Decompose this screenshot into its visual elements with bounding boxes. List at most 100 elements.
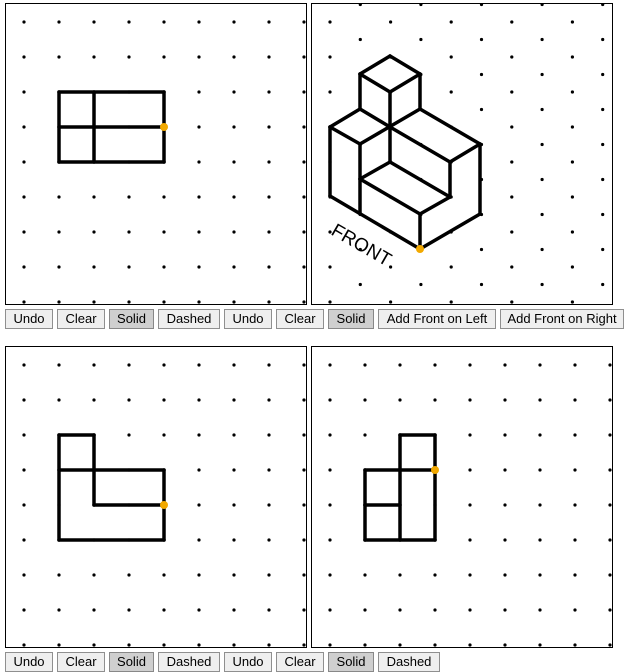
grid-dot	[162, 608, 166, 612]
grid-dot	[503, 363, 507, 367]
grid-dot	[127, 363, 131, 367]
top-left-canvas-svg[interactable]	[6, 4, 306, 304]
drawn-line-segment	[358, 160, 392, 181]
undo-button-bottom-right[interactable]: Undo	[224, 652, 272, 672]
grid-dot	[433, 608, 437, 612]
drawn-line-segment	[388, 160, 452, 199]
dashed-button-bottom-left[interactable]: Dashed	[158, 652, 220, 672]
grid-dot	[419, 282, 423, 287]
drawn-line-segment	[358, 177, 422, 216]
grid-dot	[267, 468, 271, 472]
grid-dot	[232, 300, 236, 304]
grid-dot	[510, 20, 514, 24]
dot-grid	[22, 20, 306, 304]
solid-button-right[interactable]: Solid	[328, 309, 374, 329]
grid-dot	[302, 433, 306, 437]
grid-dot	[389, 20, 393, 24]
grid-dot	[197, 433, 201, 437]
grid-dot	[127, 433, 131, 437]
clear-button-left[interactable]: Clear	[57, 309, 105, 329]
grid-dot	[197, 125, 201, 129]
top-right-isometric-canvas[interactable]: FRONT	[311, 3, 613, 305]
grid-dot	[389, 265, 393, 269]
grid-dot	[267, 55, 271, 59]
undo-button-left[interactable]: Undo	[5, 309, 53, 329]
grid-dot	[573, 363, 577, 367]
grid-dot	[22, 643, 26, 647]
grid-dot	[232, 398, 236, 402]
grid-dot	[479, 37, 484, 42]
grid-dot	[328, 230, 332, 234]
undo-button-bottom-left[interactable]: Undo	[5, 652, 53, 672]
grid-dot	[232, 643, 236, 647]
grid-dot	[510, 300, 514, 304]
solid-button-bottom-left[interactable]: Solid	[109, 652, 154, 672]
grid-dot	[363, 643, 367, 647]
grid-dot	[363, 608, 367, 612]
grid-dot	[232, 363, 236, 367]
grid-dot	[127, 573, 131, 577]
grid-dot	[232, 230, 236, 234]
grid-dot	[538, 363, 542, 367]
grid-dot	[503, 433, 507, 437]
add-front-on-right-button[interactable]: Add Front on Right	[500, 309, 624, 329]
solid-button-left[interactable]: Solid	[109, 309, 154, 329]
grid-dot	[449, 300, 453, 304]
top-right-canvas-svg[interactable]: FRONT	[312, 4, 612, 304]
top-left-drawing-canvas[interactable]	[5, 3, 307, 305]
grid-dot	[449, 55, 453, 59]
bottom-left-drawing-canvas[interactable]	[5, 346, 307, 648]
grid-dot	[540, 177, 544, 182]
grid-dot	[302, 643, 306, 647]
grid-dot	[267, 608, 271, 612]
dashed-button-bottom-right[interactable]: Dashed	[378, 652, 440, 672]
clear-button-bottom-right[interactable]: Clear	[276, 652, 324, 672]
grid-dot	[267, 230, 271, 234]
grid-dot	[302, 573, 306, 577]
grid-dot	[540, 212, 544, 217]
cursor-point-marker	[431, 466, 439, 474]
drawn-line-segment	[418, 195, 452, 216]
grid-dot	[232, 573, 236, 577]
grid-dot	[22, 195, 26, 199]
grid-dot	[267, 538, 271, 542]
bottom-right-drawing-canvas[interactable]	[311, 346, 613, 648]
grid-dot	[328, 468, 332, 472]
solid-button-bottom-right[interactable]: Solid	[328, 652, 374, 672]
grid-dot	[328, 538, 332, 542]
grid-dot	[267, 300, 271, 304]
add-front-on-left-button[interactable]: Add Front on Left	[378, 309, 496, 329]
clear-button-bottom-left[interactable]: Clear	[57, 652, 105, 672]
bottom-left-canvas-svg[interactable]	[6, 347, 306, 647]
grid-dot	[302, 608, 306, 612]
grid-dot	[570, 90, 574, 94]
clear-button-right[interactable]: Clear	[276, 309, 324, 329]
grid-dot	[197, 20, 201, 24]
grid-dot	[57, 643, 61, 647]
drawn-lines	[328, 54, 482, 251]
dashed-button-left[interactable]: Dashed	[158, 309, 220, 329]
grid-dot	[127, 643, 131, 647]
grid-dot	[328, 363, 332, 367]
cursor-point-marker	[160, 123, 168, 131]
undo-button-right[interactable]: Undo	[224, 309, 272, 329]
grid-dot	[22, 125, 26, 129]
grid-dot	[127, 20, 131, 24]
grid-dot	[538, 468, 542, 472]
grid-dot	[22, 300, 26, 304]
grid-dot	[363, 573, 367, 577]
grid-dot	[57, 398, 61, 402]
grid-dot	[468, 538, 472, 542]
grid-dot	[358, 282, 362, 287]
grid-dot	[468, 398, 472, 402]
grid-dot	[328, 55, 332, 59]
grid-dot	[302, 20, 306, 24]
grid-dot	[433, 363, 437, 367]
grid-dot	[22, 160, 26, 164]
grid-dot	[328, 265, 332, 269]
grid-dot	[22, 230, 26, 234]
grid-dot	[197, 573, 201, 577]
grid-dot	[510, 195, 514, 199]
drawn-line-segment	[358, 107, 392, 129]
bottom-right-canvas-svg[interactable]	[312, 347, 612, 647]
